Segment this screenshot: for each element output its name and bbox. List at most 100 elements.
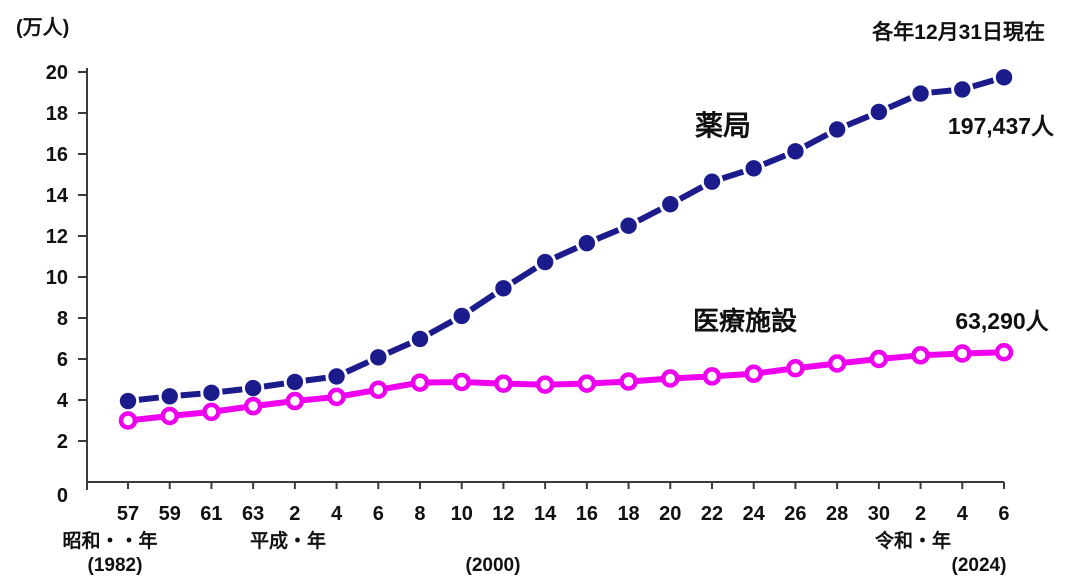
year-2000-label: (2000) — [466, 555, 521, 576]
x-tick-label: 4 — [331, 503, 343, 525]
x-tick-label: 30 — [868, 503, 890, 525]
pharmacy-point — [787, 143, 804, 160]
x-tick-label: 57 — [117, 503, 139, 525]
y-axis-ticks — [78, 71, 87, 442]
pharmacy-point — [411, 330, 429, 348]
medical-point — [661, 369, 680, 388]
y-tick-label: 8 — [57, 308, 68, 330]
x-tick-label: 20 — [659, 503, 681, 525]
medical-point — [911, 346, 930, 365]
x-tick-label: 8 — [414, 503, 425, 525]
medical-point — [118, 411, 138, 430]
medical-point — [535, 375, 555, 394]
y-axis-labels: 0 2 4 6 8 10 12 14 16 18 20 — [46, 62, 69, 507]
pharmacy-line-segment — [678, 184, 704, 202]
pharmacy-line-segment — [428, 318, 454, 337]
x-tick-label: 6 — [998, 503, 1009, 525]
y-tick-label: 10 — [46, 267, 68, 289]
pharmacy-point — [370, 349, 387, 366]
medical-point — [994, 342, 1014, 362]
showa-era-label: 昭和・・年 — [62, 529, 157, 552]
x-tick-label: 10 — [451, 503, 473, 525]
medical-series — [118, 342, 1014, 430]
as-of-date-note: 各年12月31日現在 — [871, 20, 1045, 44]
pharmacy-line-segment — [222, 386, 243, 395]
y-axis-unit-label: (万人) — [16, 16, 69, 39]
x-tick-label: 24 — [743, 503, 766, 525]
y-tick-label: 20 — [46, 62, 68, 84]
x-axis-ticks — [127, 482, 1005, 489]
y-tick-label: 12 — [46, 226, 68, 248]
y-tick-label: 6 — [57, 349, 68, 371]
y-tick-label: 4 — [57, 390, 69, 412]
year-1982-label: (1982) — [88, 555, 143, 576]
medical-point — [160, 406, 179, 426]
medical-end-value-label: 63,290人 — [955, 308, 1049, 334]
pharmacy-line-segment — [138, 394, 160, 403]
medical-point — [577, 374, 597, 393]
x-tick-label: 6 — [373, 503, 384, 525]
pharmacy-line-segment — [180, 390, 201, 399]
x-tick-label: 18 — [617, 503, 639, 525]
medical-line — [127, 349, 1005, 424]
pharmacy-point — [995, 69, 1013, 86]
medical-point — [202, 402, 221, 422]
medical-point — [953, 344, 972, 363]
pharmacy-end-value-label: 197,437人 — [948, 113, 1055, 139]
pharmacy-point — [453, 307, 470, 325]
medical-point — [452, 372, 471, 392]
medical-point — [702, 367, 722, 386]
y-tick-label: 2 — [57, 431, 68, 453]
x-tick-label: 63 — [242, 503, 264, 525]
pharmacy-line-segment — [553, 244, 579, 261]
pharmacy-point — [662, 196, 679, 213]
pharmacy-line-segment — [511, 265, 538, 285]
x-tick-label: 28 — [826, 503, 848, 525]
medical-point — [827, 354, 847, 373]
pharmacy-point — [870, 103, 888, 121]
x-tick-label: 2 — [289, 503, 300, 525]
pharmacy-point — [536, 253, 554, 271]
pharmacy-point — [703, 173, 721, 190]
y-tick-label: 14 — [46, 185, 69, 207]
pharmacy-line-segment — [345, 359, 370, 375]
pharmacy-line-segment — [887, 95, 912, 111]
pharmacy-point — [495, 280, 512, 297]
pharmacy-line-segment — [469, 291, 496, 313]
x-tick-label: 61 — [200, 503, 222, 525]
y-tick-label: 16 — [46, 144, 68, 166]
pharmacy-point — [244, 379, 262, 397]
medical-point — [869, 349, 889, 369]
pharmacy-line-segment — [721, 168, 745, 182]
medical-point — [243, 396, 263, 416]
pharmacy-point — [161, 388, 178, 405]
pharmacy-series — [119, 69, 1013, 410]
medical-point — [744, 364, 763, 384]
pharmacy-point — [954, 81, 971, 98]
y-tick-label: 18 — [46, 103, 68, 125]
x-tick-label: 26 — [784, 503, 806, 525]
pharmacy-point — [620, 217, 637, 234]
pharmacy-line-segment — [305, 374, 327, 384]
medical-point — [494, 374, 513, 393]
pharmacy-point — [119, 392, 137, 410]
medical-point — [410, 373, 430, 392]
pharmacy-point — [328, 368, 345, 385]
x-tick-label: 16 — [576, 503, 598, 525]
x-tick-label: 2 — [915, 503, 926, 525]
pharmacy-series-label: 薬局 — [695, 110, 751, 141]
medical-point — [786, 358, 805, 378]
x-tick-label: 14 — [534, 503, 557, 525]
x-tick-label: 12 — [492, 503, 514, 525]
pharmacy-point — [578, 234, 596, 252]
year-2024-label: (2024) — [952, 555, 1007, 576]
pharmacy-point — [828, 121, 846, 138]
pharmacy-point — [286, 373, 304, 391]
x-axis-labels: 57 59 61 63 2 4 6 8 10 12 14 16 18 20 22 24 26 28 30 2 4 6 — [117, 503, 1010, 525]
pharmacy-line-segment — [972, 77, 995, 90]
pharmacy-point — [912, 85, 929, 102]
pharmacy-point — [203, 384, 220, 402]
x-tick-label: 22 — [701, 503, 723, 525]
pharmacy-point — [745, 160, 762, 177]
